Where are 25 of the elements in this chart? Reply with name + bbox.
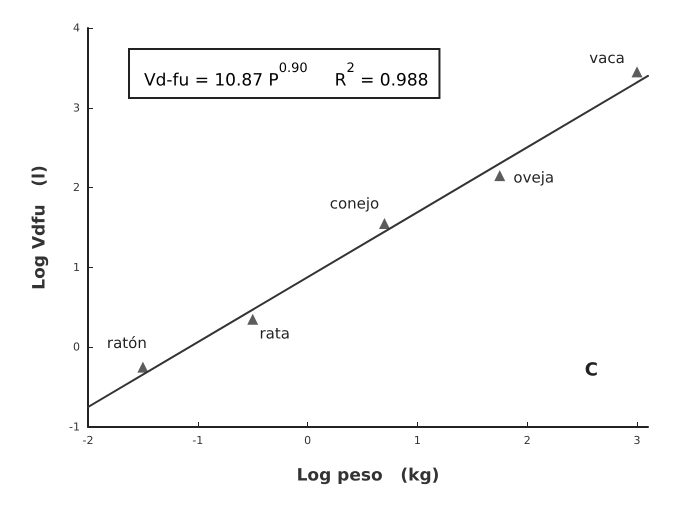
annotation: oveja [513,168,554,187]
y-axis-title: Log Vdfu (l) [30,165,50,290]
annotation: ratón [106,334,147,352]
y-tick-label: 4 [73,22,80,34]
point [247,314,258,325]
y-tick-label: -1 [69,420,80,434]
point [632,66,643,78]
point [494,170,506,182]
x-tick-label: 1 [414,434,421,447]
x-tick-label: 3 [634,434,641,447]
x-tick-label: -1 [192,434,204,447]
annotation: vaca [589,48,625,67]
x-tick-label: 0 [304,434,312,447]
y-tick-label: 0 [73,340,80,354]
point [378,218,390,230]
annotation: conejo [330,194,380,213]
y-tick-label: 3 [73,101,80,114]
point [137,362,148,373]
y-tick-label: 1 [73,260,80,274]
x-tick-label: -2 [82,434,94,447]
annotation: rata [259,324,290,342]
x-tick-label: 2 [524,434,531,447]
annotation: C [584,360,598,380]
y-tick-label: 2 [73,181,80,194]
x-axis-title: Log peso (kg) [296,466,440,486]
